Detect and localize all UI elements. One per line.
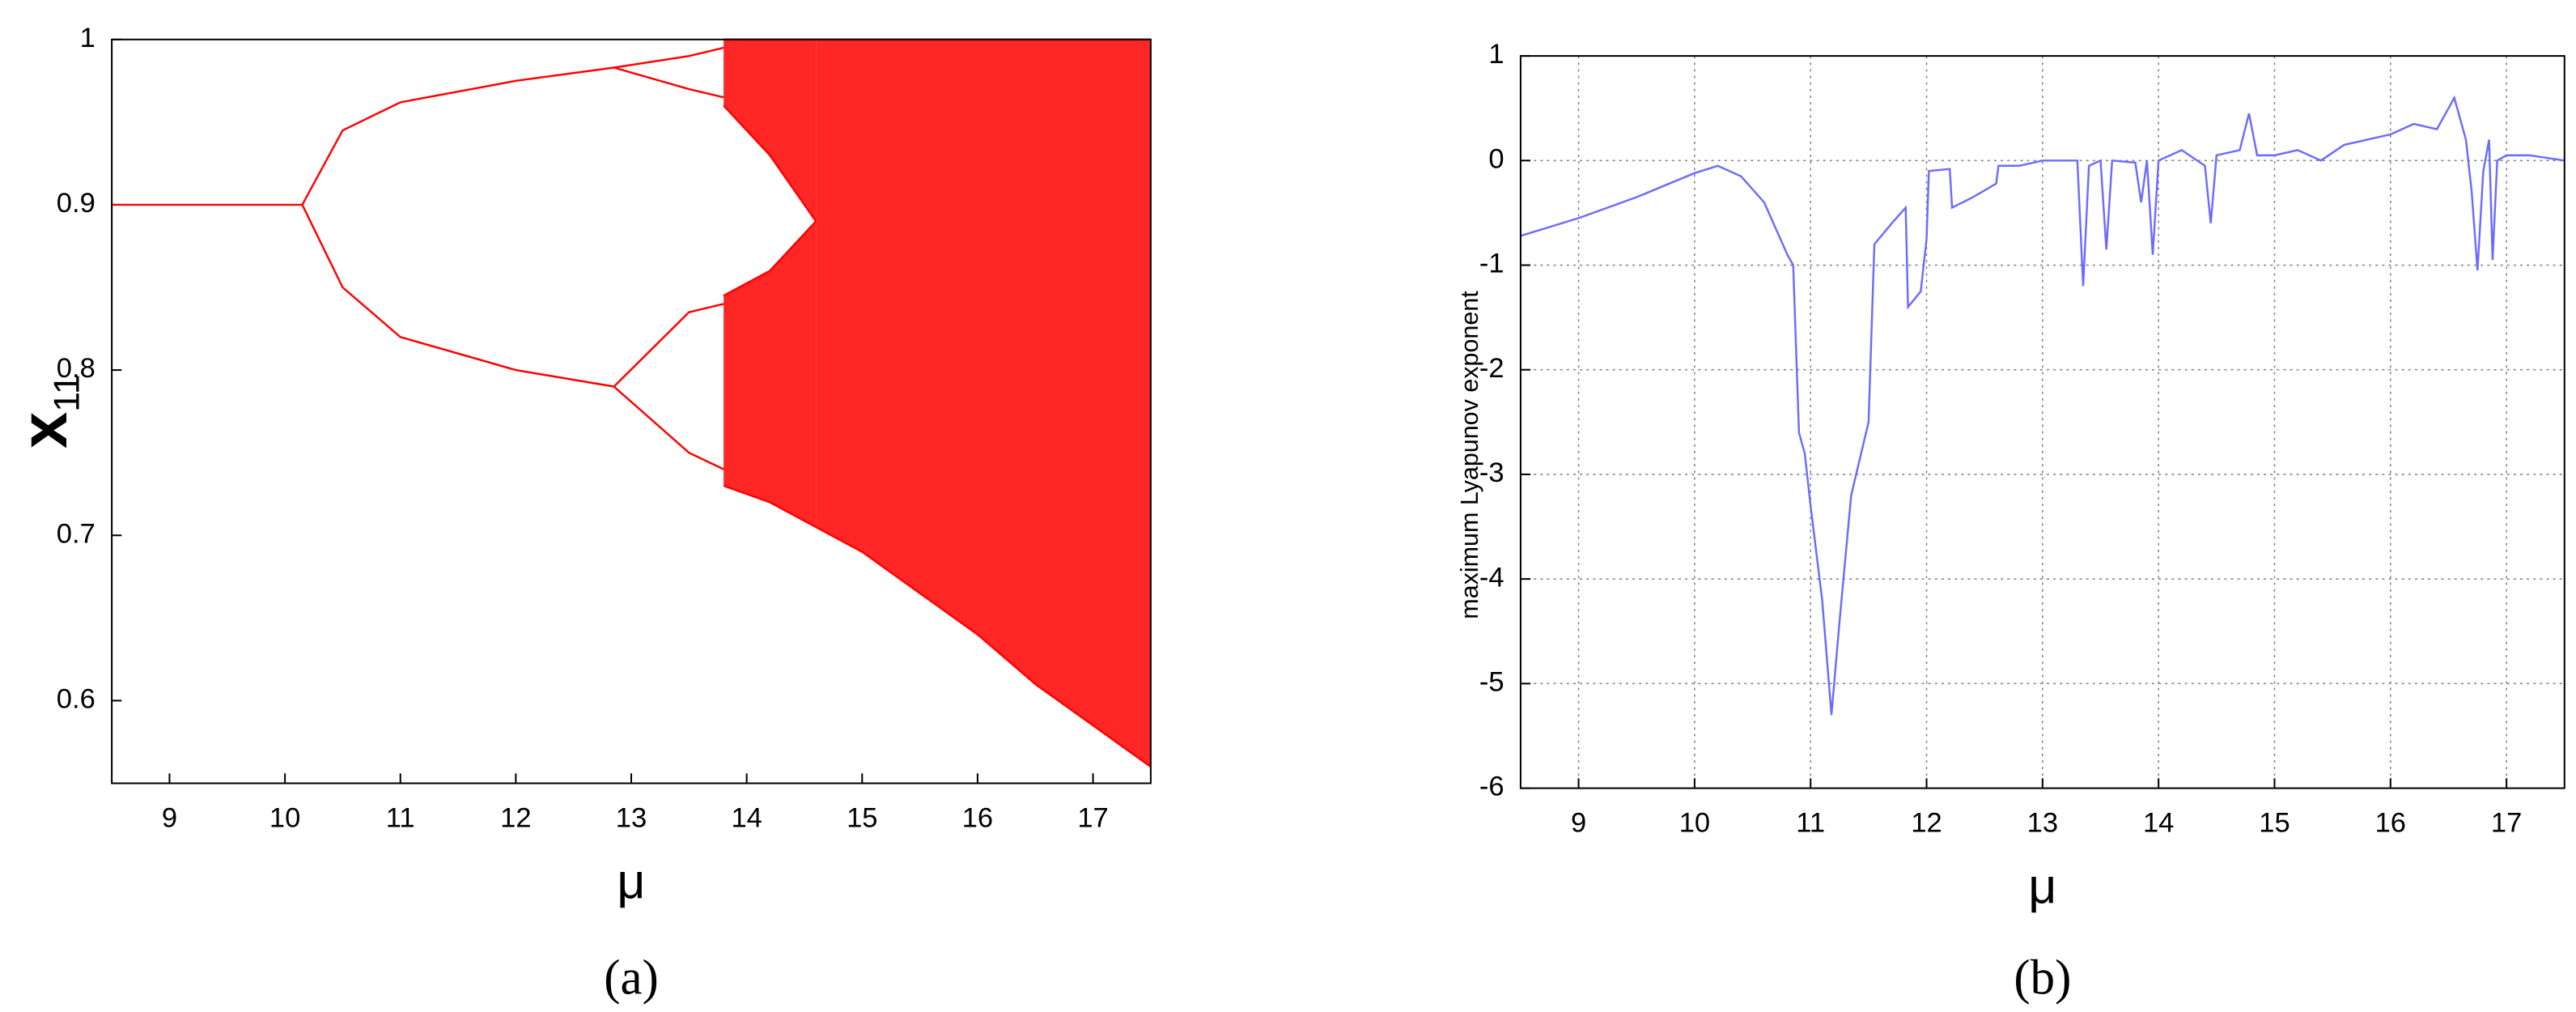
branch-line	[613, 46, 724, 69]
chaotic-band-fill	[724, 39, 817, 222]
y-tick-label: 0.7	[57, 518, 95, 549]
chart-panel: 9 10 11 12 13 14 15 16 17 -6 -5 -4 -3 -2 -1 0 1 μ (b) maxim…	[1456, 39, 2565, 1005]
caption: (a)	[604, 950, 659, 1005]
y-tick-label: -5	[1479, 666, 1504, 697]
branch-line	[301, 204, 614, 388]
y-tick-label: -6	[1479, 772, 1504, 802]
x-tick-label: 15	[2259, 807, 2290, 838]
x-tick-label: 9	[1571, 807, 1586, 838]
y-tick-label: 0.8	[57, 353, 95, 384]
x-axis-label: μ	[617, 854, 645, 909]
plot-frame	[1519, 55, 2565, 789]
y-axis-label-main: x	[7, 412, 81, 449]
x-tick-label: 11	[386, 802, 415, 833]
x-tick-label: 14	[731, 802, 762, 833]
y-tick-label: 0.9	[57, 188, 95, 219]
branch-line	[613, 66, 724, 99]
x-tick-label: 9	[162, 802, 177, 833]
x-tick-label: 13	[2027, 807, 2058, 838]
x-tick-label: 17	[2491, 807, 2522, 838]
caption: (b)	[2014, 950, 2071, 1005]
x-tick-label: 12	[500, 802, 531, 833]
chaotic-band-fill	[724, 221, 817, 528]
x-tick-label: 16	[2375, 807, 2406, 838]
band-lower-edge	[815, 525, 1152, 768]
x-tick-label: 15	[847, 802, 877, 833]
x-tick-label: 16	[962, 802, 993, 833]
chart-panel: 9 10 11 12 13 14 15 16 170.60.70.80.91μ(a)x11	[7, 23, 1152, 1005]
y-tick-label: 0.6	[57, 684, 95, 715]
x-tick-label: 10	[269, 802, 300, 833]
y-axis-label: x11	[7, 374, 87, 449]
y-axis-label: maximum Lyapunov exponent	[1456, 291, 1483, 619]
y-tick-label: 1	[80, 23, 95, 53]
x-tick-label: 17	[1077, 802, 1108, 833]
data-line	[1520, 95, 2565, 716]
y-tick-label: -2	[1479, 353, 1504, 384]
x-tick-label: 11	[1796, 807, 1825, 838]
branch-line	[613, 385, 724, 470]
y-tick-label: 0	[1488, 143, 1504, 174]
x-tick-label: 12	[1911, 807, 1942, 838]
plot-frame	[111, 38, 1152, 785]
y-axis-label-subscript: 11	[47, 374, 87, 411]
branch-line	[613, 303, 724, 388]
branch-line	[301, 66, 614, 206]
x-axis-label: μ	[2028, 859, 2056, 914]
band-upper-edge	[723, 220, 817, 297]
x-tick-label: 13	[616, 802, 647, 833]
chaotic-band-fill	[816, 39, 1151, 768]
y-tick-label: -3	[1479, 457, 1504, 488]
band-lower-edge	[723, 484, 817, 529]
x-tick-label: 10	[1679, 807, 1710, 838]
y-tick-label: 1	[1488, 39, 1504, 70]
y-tick-label: -4	[1479, 562, 1504, 593]
y-tick-label: -1	[1479, 249, 1504, 279]
x-tick-label: 14	[2143, 807, 2174, 838]
band-lower-edge	[723, 104, 817, 223]
